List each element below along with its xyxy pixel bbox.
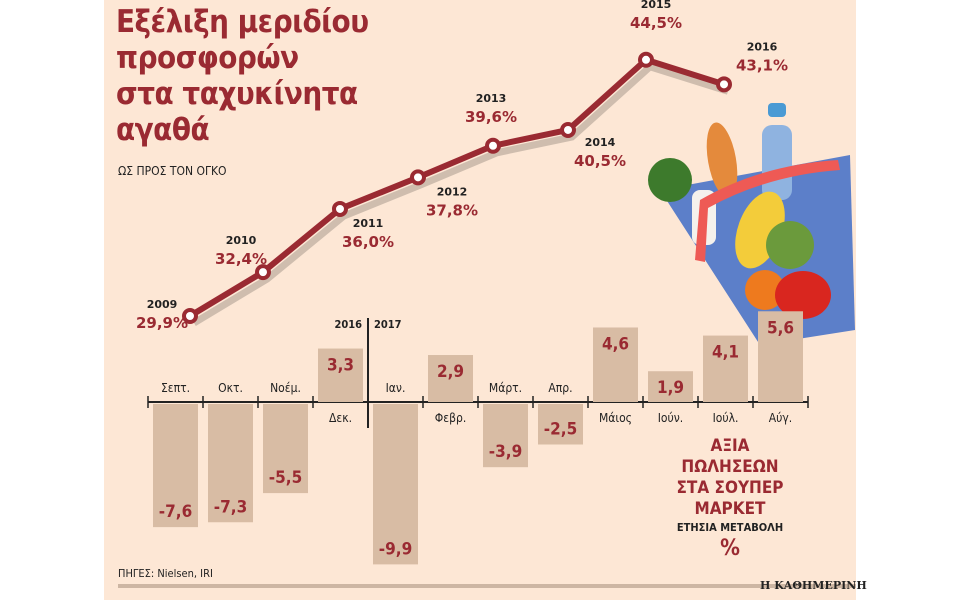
category-label: Απρ. xyxy=(548,381,572,395)
line-point-2011 xyxy=(332,200,348,217)
bar-Αύγ. xyxy=(758,311,803,402)
bar-value-label: -3,9 xyxy=(489,442,522,462)
bar-Δεκ. xyxy=(318,348,363,402)
value-label: 40,5% xyxy=(574,152,626,170)
bar-chart-legend: ΑΞΙΑ ΠΩΛΗΣΕΩΝ ΣΤΑ ΣΟΥΠΕΡ ΜΑΡΚΕΤ ΕΤΗΣΙΑ Μ… xyxy=(600,436,860,562)
bar-value-label: 3,3 xyxy=(327,356,354,376)
title-line: αγαθά xyxy=(116,112,210,148)
line-series xyxy=(188,56,725,319)
bar-value-label: -5,5 xyxy=(269,468,302,488)
value-label: 37,8% xyxy=(426,201,478,219)
category-label: Μάιος xyxy=(599,411,632,425)
value-label: 44,5% xyxy=(630,14,682,32)
year-label: 2015 xyxy=(641,0,672,11)
bar-value-label: 5,6 xyxy=(767,318,794,338)
legend-line: ΠΩΛΗΣΕΩΝ xyxy=(681,457,779,477)
bar-value-label: -9,9 xyxy=(379,539,412,559)
value-label: 43,1% xyxy=(736,56,788,74)
line-point-2010 xyxy=(255,264,271,281)
bar-Μάρτ. xyxy=(483,404,528,468)
legend-line: ΑΞΙΑ xyxy=(710,436,750,456)
year-label: 2011 xyxy=(353,217,384,230)
bar-Ιούν. xyxy=(648,371,693,402)
bar-Ιαν. xyxy=(373,404,418,565)
bar-Φεβρ. xyxy=(428,355,473,402)
bar-value-label: 4,1 xyxy=(712,343,739,363)
bar-Οκτ. xyxy=(208,404,253,523)
publisher-logo: Η ΚΑΘΗΜΕΡΙΝΗ xyxy=(760,579,867,592)
bar-Ιούλ. xyxy=(703,335,748,402)
footer-rule xyxy=(118,584,856,588)
value-label: 36,0% xyxy=(342,233,394,251)
line-point-2012 xyxy=(410,169,426,186)
bar-value-label: -7,3 xyxy=(214,497,247,517)
line-point-2016 xyxy=(716,76,732,93)
year-label: 2016 xyxy=(747,40,778,53)
bar-value-label: 2,9 xyxy=(437,362,464,382)
line-point-2013 xyxy=(485,137,501,154)
year-label: 2013 xyxy=(476,92,507,105)
value-label: 29,9% xyxy=(136,314,188,332)
legend-line: ΜΑΡΚΕΤ xyxy=(694,499,766,519)
value-label: 32,4% xyxy=(215,250,267,268)
chart-title: Εξέλιξη μεριδίου προσφορών στα ταχυκίνητ… xyxy=(116,4,369,148)
year-divider-before: 2016 xyxy=(334,318,362,331)
line-point-2015 xyxy=(638,51,654,68)
grocery-basket-image xyxy=(648,103,855,345)
category-label: Νοέμ. xyxy=(270,381,301,395)
year-label: 2014 xyxy=(585,136,616,149)
source-note: ΠΗΓΕΣ: Nielsen, IRI xyxy=(118,567,213,580)
category-label: Δεκ. xyxy=(329,411,352,425)
category-label: Μάρτ. xyxy=(489,381,522,395)
bar-Νοέμ. xyxy=(263,404,308,494)
legend-unit: % xyxy=(720,536,740,561)
bar-value-label: 1,9 xyxy=(657,378,684,398)
category-label: Φεβρ. xyxy=(435,411,467,425)
line-point-2009 xyxy=(182,308,198,324)
bar-Μάιος xyxy=(593,327,638,402)
category-label: Ιούλ. xyxy=(713,411,739,425)
year-label: 2010 xyxy=(226,234,257,247)
bar-value-label: -2,5 xyxy=(544,420,577,440)
title-line: στα ταχυκίνητα xyxy=(116,76,358,112)
line-shadow xyxy=(192,62,730,326)
title-line: Εξέλιξη μεριδίου xyxy=(116,4,369,40)
category-label: Οκτ. xyxy=(218,381,243,395)
value-label: 39,6% xyxy=(465,108,517,126)
bar-value-label: 4,6 xyxy=(602,334,629,354)
year-label: 2009 xyxy=(147,298,178,311)
chart-subtitle: ΩΣ ΠΡΟΣ ΤΟΝ ΟΓΚΟ xyxy=(118,164,227,178)
legend-line: ΣΤΑ ΣΟΥΠΕΡ xyxy=(676,478,784,498)
bar-value-label: -7,6 xyxy=(159,502,192,522)
category-label: Σεπτ. xyxy=(161,381,190,395)
year-label: 2012 xyxy=(437,185,468,198)
title-line: προσφορών xyxy=(116,40,299,76)
bar-Σεπτ. xyxy=(153,404,198,528)
category-label: Ιαν. xyxy=(386,381,406,395)
year-divider-after: 2017 xyxy=(374,318,402,331)
category-label: Ιούν. xyxy=(658,411,684,425)
line-point-2014 xyxy=(560,121,576,138)
bar-Απρ. xyxy=(538,404,583,445)
category-label: Αύγ. xyxy=(769,411,792,425)
legend-subtitle: ΕΤΗΣΙΑ ΜΕΤΑΒΟΛΗ xyxy=(676,521,784,534)
